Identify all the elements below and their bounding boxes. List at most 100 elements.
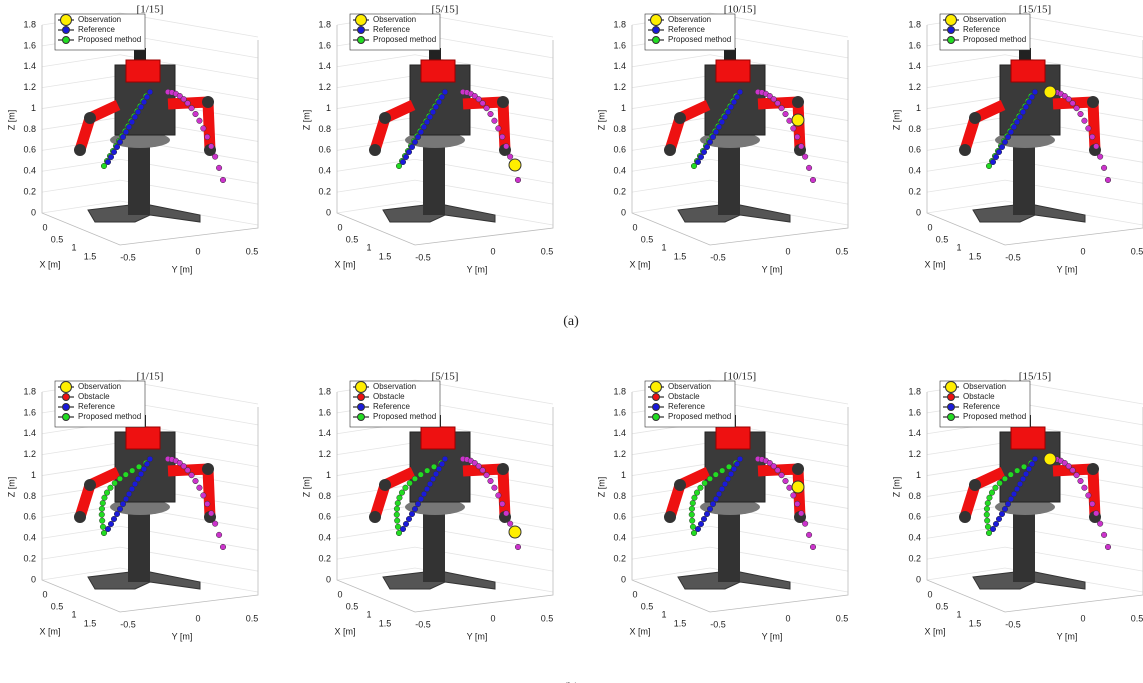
- x-tick-label: 1: [661, 242, 666, 252]
- panel-title: [5/15]: [432, 371, 459, 383]
- z-label: Z [m]: [891, 477, 901, 498]
- trajectory-point: [1101, 164, 1108, 171]
- trajectory-point: [196, 117, 203, 124]
- trajectory-point: [798, 143, 805, 150]
- reference-point: [1007, 128, 1015, 136]
- x-tick-label: 1.5: [84, 251, 97, 261]
- trajectory-point: [774, 467, 781, 474]
- robot-joint: [379, 112, 391, 124]
- robot-head-top: [134, 48, 146, 62]
- reference-point: [134, 108, 142, 116]
- z-tick-label: 1.2: [23, 449, 36, 459]
- reference-point: [995, 148, 1003, 156]
- trajectory-point: [192, 110, 199, 118]
- z-tick-label: 0: [31, 207, 36, 217]
- y-label: Y [m]: [172, 631, 193, 641]
- legend-marker: [652, 393, 660, 401]
- trajectory-point: [1073, 105, 1080, 112]
- trajectory-point: [192, 477, 199, 485]
- z-tick-label: 0.4: [908, 533, 921, 543]
- grid-line: [631, 200, 849, 226]
- y-tick-label: -0.5: [710, 252, 726, 262]
- x-tick-label: 0.5: [936, 234, 949, 244]
- robot-left-arm: [959, 100, 1006, 152]
- robot-left-arm: [74, 467, 121, 519]
- panel: [1/15] 0 0.2 0.4 0.6 0.8 1 1.2 1.4 1.6 1.8 Z [m] 0 0.…: [6, 4, 259, 274]
- trajectory-point: [514, 543, 522, 551]
- reference-point: [1001, 505, 1009, 513]
- reference-point: [1010, 123, 1018, 131]
- reference-point: [703, 143, 711, 151]
- trajectory-point: [766, 459, 773, 467]
- proposed-point: [99, 523, 107, 530]
- axis-frame: [41, 25, 259, 246]
- grid-line: [926, 54, 1143, 80]
- reference-point: [438, 460, 446, 468]
- z-tick-label: 1: [621, 470, 626, 480]
- proposed-point: [984, 500, 991, 507]
- legend-label: Reference: [668, 402, 705, 411]
- z-tick-label: 1.8: [318, 19, 331, 29]
- legend-marker: [945, 381, 957, 393]
- proposed-point: [725, 463, 733, 470]
- trajectory-point: [503, 143, 510, 150]
- grid-line: [926, 567, 1143, 593]
- trajectory-point: [1089, 500, 1096, 507]
- robot-head-top: [724, 48, 736, 62]
- legend-marker: [947, 403, 955, 411]
- trajectory-point: [802, 520, 809, 527]
- z-tick-label: 1.6: [908, 40, 921, 50]
- legend-marker: [652, 403, 660, 411]
- z-tick-label: 0.8: [908, 491, 921, 501]
- reference-point: [402, 153, 410, 161]
- trajectory-point: [499, 133, 506, 140]
- trajectory-point: [487, 477, 494, 485]
- robot-head: [420, 59, 456, 83]
- reference-point: [706, 505, 714, 513]
- trajectory-point: [1061, 459, 1068, 467]
- trajectory-point: [495, 492, 502, 499]
- robot-joint: [792, 96, 804, 108]
- legend-label: Proposed method: [373, 412, 436, 421]
- z-tick-label: 0.2: [318, 553, 331, 563]
- z-tick-label: 0.8: [318, 124, 331, 134]
- proposed-point: [712, 471, 719, 478]
- robot-column: [1013, 130, 1035, 215]
- trajectory-point: [1104, 176, 1112, 184]
- proposed-point: [417, 471, 424, 478]
- legend-label: Proposed method: [668, 412, 731, 421]
- z-tick-label: 1.2: [318, 449, 331, 459]
- trajectory-point: [507, 153, 514, 160]
- legend-label: Reference: [78, 402, 115, 411]
- reference-point: [432, 470, 440, 478]
- reference-point: [143, 460, 151, 468]
- reference-point: [438, 93, 446, 101]
- axis-frame: [336, 25, 554, 246]
- z-tick-label: 1.6: [613, 40, 626, 50]
- trajectory-point: [1101, 531, 1108, 538]
- grid-line: [631, 567, 849, 593]
- y-label: Y [m]: [1057, 631, 1078, 641]
- reference-point: [694, 525, 702, 533]
- reference-point: [1016, 480, 1024, 488]
- reference-point: [998, 143, 1006, 151]
- grid-line: [41, 158, 259, 184]
- trajectory-point: [790, 125, 797, 132]
- reference-point: [104, 525, 112, 533]
- z-tick-label: 1.4: [23, 61, 36, 71]
- legend-label: Reference: [963, 25, 1000, 34]
- proposed-point: [99, 517, 106, 524]
- trajectory-point: [491, 484, 498, 491]
- reference-point: [724, 108, 732, 116]
- reference-point: [423, 118, 431, 126]
- robot-joint: [792, 463, 804, 475]
- reference-point: [122, 128, 130, 136]
- reference-point: [727, 103, 735, 111]
- reference-point: [733, 93, 741, 101]
- z-tick-label: 0.6: [908, 145, 921, 155]
- legend-marker: [357, 413, 365, 421]
- grid-line: [926, 200, 1143, 226]
- x-tick-label: 0.5: [51, 601, 64, 611]
